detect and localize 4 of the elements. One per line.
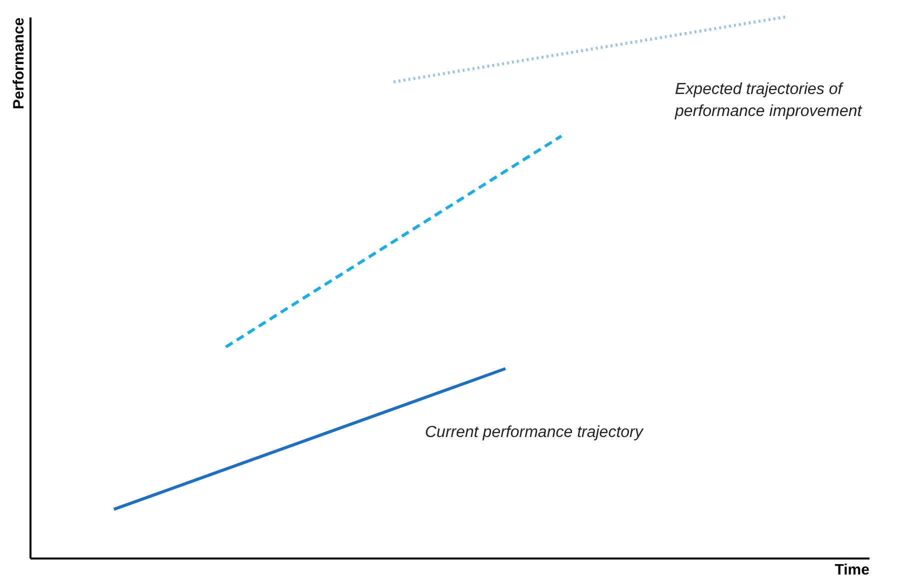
x-axis-title: Time — [834, 562, 870, 578]
annotation: Expected trajectories of performance improvement — [674, 81, 862, 120]
annotation: Current performance trajectory — [425, 424, 644, 441]
y-axis-title: Performance — [10, 18, 28, 110]
